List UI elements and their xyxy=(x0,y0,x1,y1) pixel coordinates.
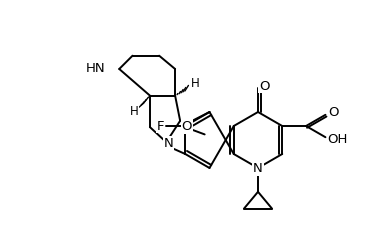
Text: O: O xyxy=(182,120,192,133)
Text: F: F xyxy=(157,120,164,132)
Text: H: H xyxy=(130,105,138,118)
Text: O: O xyxy=(259,80,269,93)
Text: H: H xyxy=(191,77,199,90)
Text: O: O xyxy=(328,106,339,119)
Text: N: N xyxy=(163,137,173,150)
Text: OH: OH xyxy=(327,133,348,146)
Text: HN: HN xyxy=(86,62,105,75)
Text: N: N xyxy=(253,162,263,176)
